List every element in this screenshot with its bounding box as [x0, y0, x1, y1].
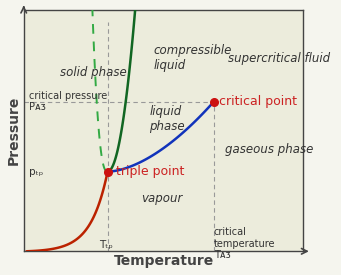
Text: critical point: critical point [219, 95, 297, 108]
Text: solid phase: solid phase [60, 66, 127, 79]
Text: Tₜₚ: Tₜₚ [99, 240, 113, 251]
Text: compressible
liquid: compressible liquid [154, 44, 232, 72]
Text: liquid
phase: liquid phase [149, 104, 185, 133]
Text: triple point: triple point [116, 165, 184, 178]
X-axis label: Temperature: Temperature [113, 254, 213, 268]
Text: pₜₚ: pₜₚ [29, 167, 44, 177]
Text: supercritical fluid: supercritical fluid [228, 52, 330, 65]
Text: gaseous phase: gaseous phase [225, 144, 313, 156]
Text: critical pressure
Pᴀᴣ: critical pressure Pᴀᴣ [29, 91, 107, 112]
Text: vapour: vapour [141, 192, 182, 205]
Y-axis label: Pressure: Pressure [7, 96, 21, 165]
Text: critical
temperature
Tᴀᴣ: critical temperature Tᴀᴣ [214, 227, 275, 260]
